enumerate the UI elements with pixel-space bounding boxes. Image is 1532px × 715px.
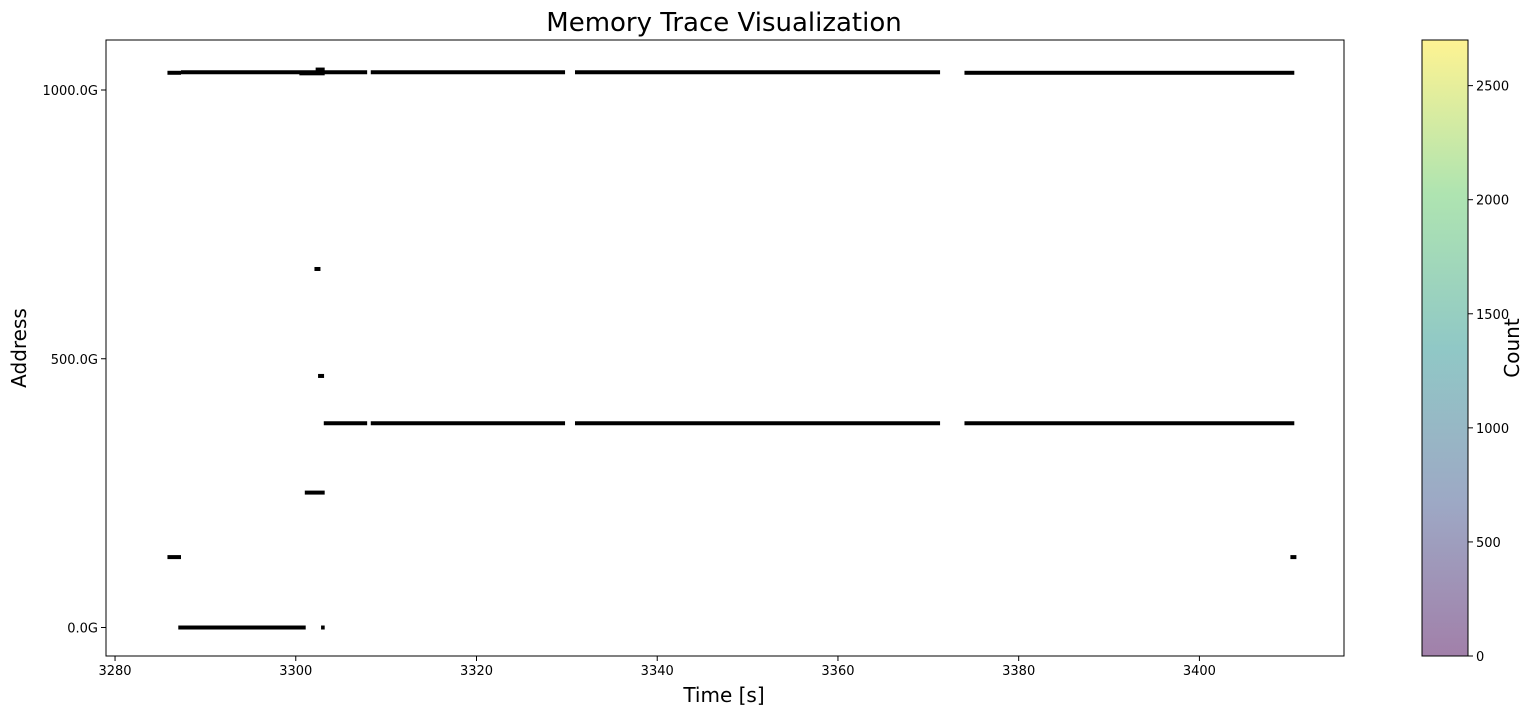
y-tick-label: 1000.0G <box>42 84 98 99</box>
x-axis: 3280 3300 3320 3340 3360 3380 3400 <box>98 656 1216 679</box>
trace-segment <box>181 70 368 75</box>
colorbar-tick-label: 1000 <box>1476 422 1509 437</box>
y-axis-label: Address <box>7 308 31 388</box>
colorbar-tick-label: 2000 <box>1476 194 1509 209</box>
colorbar-tick-label: 0 <box>1476 650 1484 665</box>
plot-area <box>105 39 1345 657</box>
trace-point <box>314 266 321 271</box>
trace-segment <box>315 67 325 72</box>
trace-segment <box>299 71 325 76</box>
colorbar-ticks: 0 500 1000 1500 2000 2500 <box>1468 80 1509 665</box>
trace-segment <box>574 421 941 426</box>
y-tick-label: 500.0G <box>51 353 98 368</box>
x-tick-label: 3300 <box>279 664 312 679</box>
y-axis: 0.0G 500.0G 1000.0G <box>42 84 106 637</box>
colorbar-tick-label: 500 <box>1476 536 1501 551</box>
trace-segment <box>167 555 182 560</box>
data-marks <box>167 67 1297 630</box>
x-tick-label: 3320 <box>460 664 493 679</box>
x-tick-label: 3340 <box>641 664 674 679</box>
x-tick-label: 3360 <box>821 664 854 679</box>
trace-segment <box>964 421 1295 426</box>
trace-segment <box>321 625 325 630</box>
colorbar-tick-label: 1500 <box>1476 308 1509 323</box>
trace-segment <box>178 625 306 630</box>
trace-segment <box>370 70 566 75</box>
x-tick-label: 3400 <box>1183 664 1216 679</box>
trace-segment <box>323 421 368 426</box>
trace-point <box>1290 555 1297 560</box>
chart-title: Memory Trace Visualization <box>546 8 901 38</box>
trace-segment <box>304 490 325 495</box>
colorbar-tick-label: 2500 <box>1476 80 1509 95</box>
colorbar-gradient <box>1421 39 1469 657</box>
x-axis-label: Time [s] <box>682 683 764 707</box>
x-tick-label: 3380 <box>1002 664 1035 679</box>
y-tick-label: 0.0G <box>67 622 98 637</box>
trace-point <box>318 373 325 378</box>
trace-segment <box>370 421 566 426</box>
trace-segment <box>574 70 941 75</box>
trace-segment <box>964 70 1295 75</box>
colorbar-label: Count <box>1500 318 1524 378</box>
trace-segment <box>167 70 182 75</box>
x-tick-label: 3280 <box>98 664 131 679</box>
colorbar: 0 500 1000 1500 2000 2500 Count <box>1421 39 1524 665</box>
